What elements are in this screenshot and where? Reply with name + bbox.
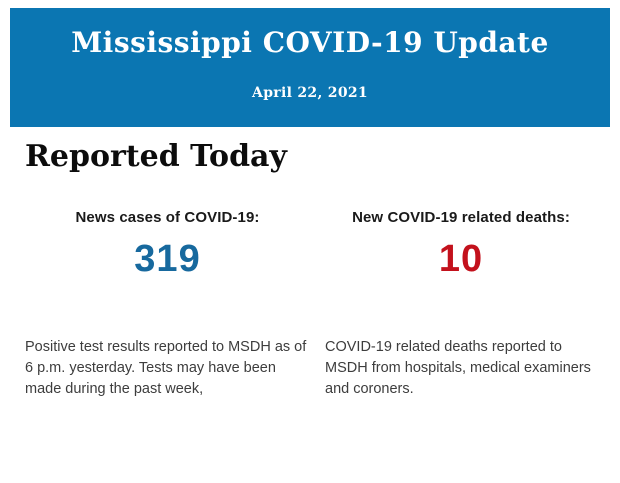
- stat-new-cases: News cases of COVID-19: 319 Positive tes…: [25, 209, 310, 400]
- new-deaths-value: 10: [438, 238, 484, 280]
- new-deaths-label: New COVID-19 related deaths:: [352, 209, 570, 226]
- stat-new-deaths: New COVID-19 related deaths: 10 COVID-19…: [325, 209, 597, 400]
- new-deaths-description: COVID-19 related deaths reported to MSDH…: [325, 339, 591, 397]
- newsletter-date: April 22, 2021: [252, 85, 368, 102]
- new-cases-label: News cases of COVID-19:: [75, 209, 260, 226]
- main-content: Reported Today News cases of COVID-19: 3…: [25, 140, 600, 400]
- new-cases-description: Positive test results reported to MSDH a…: [25, 339, 307, 397]
- header-band: Mississippi COVID-19 Update April 22, 20…: [10, 8, 610, 127]
- new-cases-value: 319: [134, 238, 201, 280]
- stats-row: News cases of COVID-19: 319 Positive tes…: [25, 209, 600, 400]
- newsletter-title: Mississippi COVID-19 Update: [71, 26, 549, 59]
- section-title: Reported Today: [25, 139, 287, 174]
